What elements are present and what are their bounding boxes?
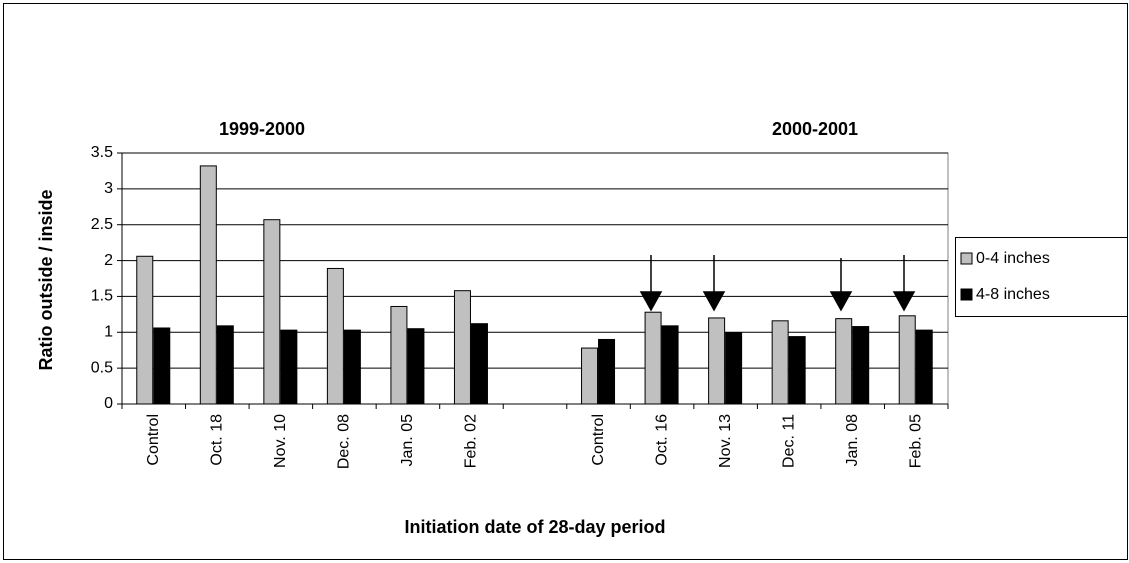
y-tick-label: 1.5 <box>91 288 113 305</box>
legend-label: 4-8 inches <box>976 286 1050 303</box>
arrow-head <box>829 291 853 312</box>
x-tick-label: Jan. 05 <box>399 414 416 467</box>
x-tick-label: Nov. 13 <box>717 414 734 468</box>
x-axis-title: Initiation date of 28-day period <box>404 517 665 537</box>
x-tick-label: Nov. 10 <box>272 414 289 468</box>
x-tick-label: Feb. 02 <box>463 414 480 468</box>
plot-area <box>121 152 949 405</box>
bar <box>788 336 806 405</box>
y-tick-label: 3.5 <box>91 144 113 161</box>
bar <box>343 329 361 405</box>
x-tick-label: Oct. 16 <box>653 414 670 466</box>
group-label: 2000-2001 <box>772 119 858 139</box>
bar <box>598 338 616 405</box>
bar <box>326 267 344 405</box>
y-tick-label: 1 <box>104 324 113 341</box>
bar <box>708 317 726 405</box>
group-label: 1999-2000 <box>219 119 305 139</box>
bar <box>852 326 870 405</box>
legend-swatch <box>960 288 973 301</box>
bar <box>644 311 662 405</box>
bar <box>153 327 171 405</box>
bar <box>407 328 425 405</box>
x-tick-label: Feb. 05 <box>907 414 924 468</box>
bar <box>216 325 234 405</box>
bar <box>771 320 789 405</box>
bar <box>661 325 679 405</box>
bar <box>470 323 488 405</box>
x-tick-label: Dec. 11 <box>780 414 797 468</box>
y-tick-label: 3 <box>104 180 113 197</box>
bar <box>835 318 853 405</box>
bar <box>898 315 916 405</box>
x-tick-label: Dec. 08 <box>336 414 353 469</box>
y-tick-label: 0.5 <box>91 359 113 376</box>
arrow-head <box>702 291 726 312</box>
bar <box>725 332 743 405</box>
x-tick-label: Control <box>590 414 607 466</box>
bar <box>453 290 471 405</box>
bar <box>199 165 217 405</box>
y-axis-title: Ratio outside / inside <box>36 189 56 370</box>
legend-label: 0-4 inches <box>976 250 1050 267</box>
x-tick-label: Control <box>145 414 162 466</box>
bar <box>136 255 154 405</box>
arrow-head <box>892 291 916 312</box>
legend-swatch <box>960 252 973 265</box>
x-tick-label: Jan. 08 <box>844 414 861 467</box>
y-tick-label: 2 <box>104 252 113 269</box>
arrows <box>639 255 916 312</box>
bar <box>915 329 933 405</box>
arrow-head <box>639 291 663 312</box>
y-tick-label: 2.5 <box>91 216 113 233</box>
y-tick-label: 0 <box>104 395 113 412</box>
bar <box>390 305 408 405</box>
x-tick-label: Oct. 18 <box>209 414 226 466</box>
bar <box>280 329 298 405</box>
bar <box>581 347 599 405</box>
legend <box>955 237 1128 317</box>
bar <box>263 219 281 405</box>
